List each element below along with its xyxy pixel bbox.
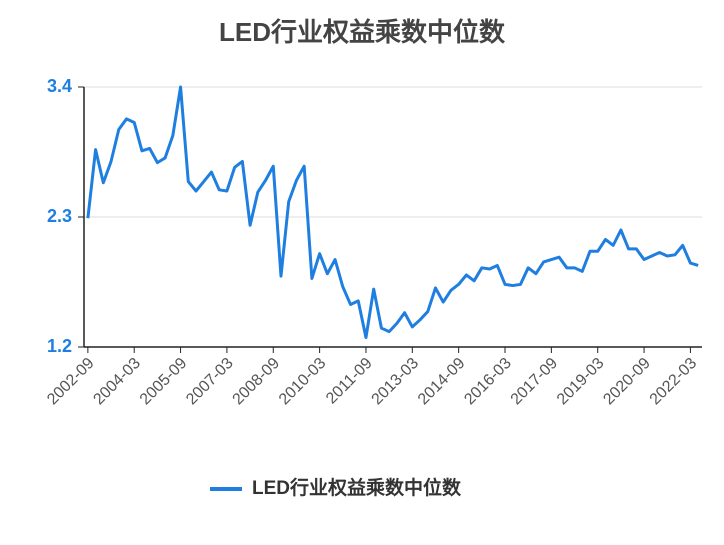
chart-title: LED行业权益乘数中位数: [219, 17, 506, 47]
x-tick-label: 2010-03: [276, 355, 330, 409]
x-tick-label: 2011-09: [323, 355, 376, 408]
x-tick-label: 2004-03: [90, 355, 144, 409]
x-tick-label: 2005-09: [137, 355, 191, 409]
y-tick-label: 3.4: [47, 76, 72, 96]
x-tick-label: 2019-03: [554, 355, 608, 409]
x-tick-label: 2002-09: [44, 355, 98, 409]
x-tick-label: 2017-09: [508, 355, 562, 409]
x-tick-label: 2014-09: [415, 355, 469, 409]
x-tick-label: 2013-03: [369, 355, 423, 409]
x-tick-label: 2022-03: [647, 355, 701, 409]
y-tick-label: 1.2: [47, 336, 72, 356]
legend-label: LED行业权益乘数中位数: [252, 476, 462, 499]
line: [86, 85, 699, 340]
x-tick-label: 2007-03: [183, 355, 237, 409]
x-tick-label: 2008-09: [230, 355, 284, 409]
x-tick-label: 2020-09: [600, 355, 654, 409]
x-tick-label: 2016-03: [461, 355, 515, 409]
y-tick-label: 2.3: [47, 206, 72, 226]
